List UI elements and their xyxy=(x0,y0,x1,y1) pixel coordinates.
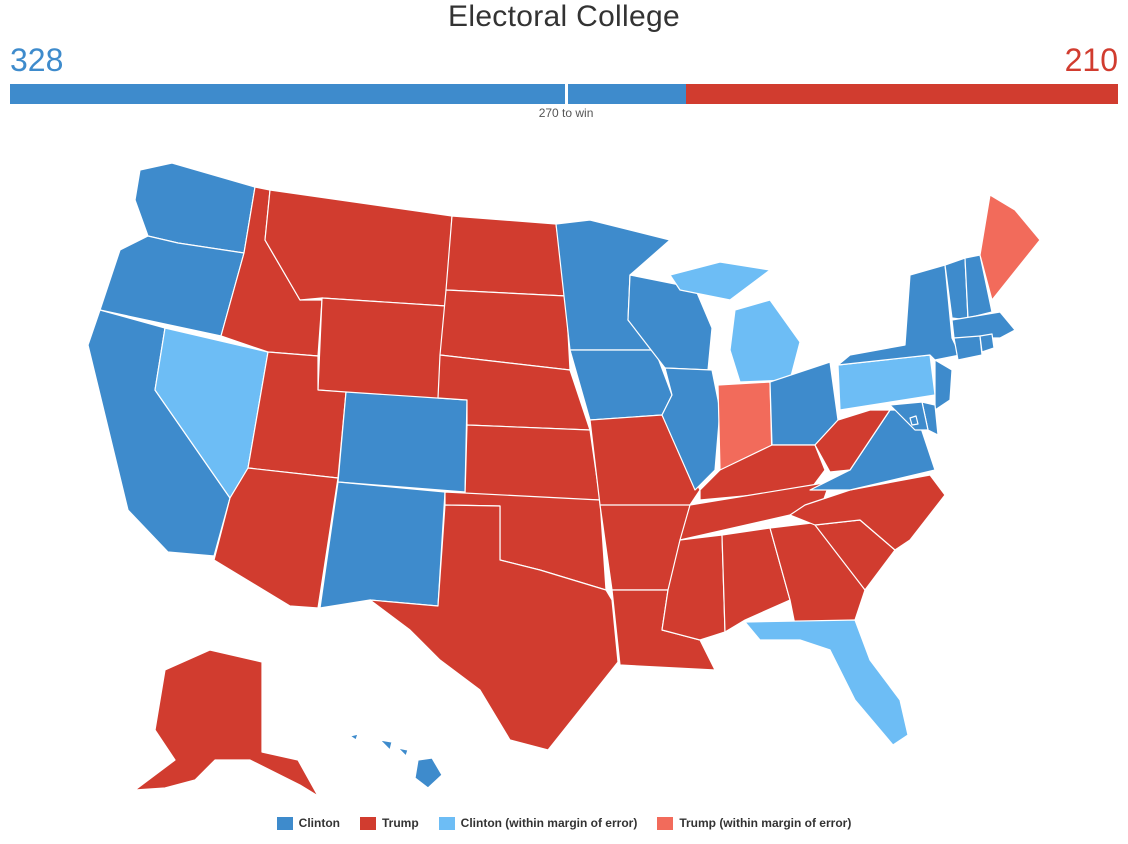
clinton-score: 328 xyxy=(10,42,64,78)
legend-label-clinton-margin: Clinton (within margin of error) xyxy=(460,816,638,830)
electoral-vote-bar xyxy=(10,84,1118,104)
state-NC[interactable] xyxy=(789,474,946,551)
legend-label-trump: Trump xyxy=(381,816,419,830)
legend-item-trump: Trump xyxy=(359,816,419,830)
state-IL[interactable] xyxy=(661,367,721,491)
state-IA[interactable] xyxy=(569,349,673,421)
state-CT[interactable] xyxy=(953,335,983,361)
win-threshold-label: 270 to win xyxy=(538,106,594,120)
state-MT[interactable] xyxy=(264,189,453,307)
state-WY[interactable] xyxy=(317,297,447,401)
legend-label-trump-margin: Trump (within margin of error) xyxy=(679,816,852,830)
clinton-bar-segment xyxy=(10,84,686,104)
state-AK[interactable] xyxy=(134,649,319,797)
state-AL[interactable] xyxy=(721,527,791,633)
legend-swatch-trump xyxy=(359,816,376,830)
state-KS[interactable] xyxy=(464,424,601,501)
legend-swatch-clinton-margin xyxy=(438,816,455,830)
map-legend: Clinton Trump Clinton (within margin of … xyxy=(0,816,1128,830)
state-MD[interactable] xyxy=(889,401,929,431)
win-threshold-marker xyxy=(564,84,568,104)
trump-score: 210 xyxy=(1064,42,1118,78)
state-NH[interactable] xyxy=(964,254,993,319)
page-title: Electoral College xyxy=(448,0,680,33)
legend-item-trump-margin: Trump (within margin of error) xyxy=(657,816,851,830)
state-NY[interactable] xyxy=(837,264,961,366)
legend-swatch-clinton xyxy=(276,816,293,830)
state-CO[interactable] xyxy=(337,391,468,493)
legend-swatch-trump-margin xyxy=(657,816,674,830)
state-HI[interactable] xyxy=(349,733,443,789)
legend-item-clinton-margin: Clinton (within margin of error) xyxy=(438,816,638,830)
state-NJ[interactable] xyxy=(934,359,953,411)
state-RI[interactable] xyxy=(979,333,995,353)
state-FL[interactable] xyxy=(744,619,909,746)
state-WV[interactable] xyxy=(814,409,891,473)
legend-item-clinton: Clinton xyxy=(276,816,340,830)
us-electoral-map xyxy=(87,162,1041,797)
trump-bar-segment xyxy=(685,84,1118,104)
state-NM[interactable] xyxy=(319,481,446,609)
state-MA[interactable] xyxy=(951,311,1016,339)
state-ND[interactable] xyxy=(445,215,567,297)
legend-label-clinton: Clinton xyxy=(298,816,340,830)
state-TX[interactable] xyxy=(369,504,619,751)
state-KY[interactable] xyxy=(699,444,826,501)
state-ME[interactable] xyxy=(979,194,1041,301)
state-DC[interactable] xyxy=(909,415,919,426)
